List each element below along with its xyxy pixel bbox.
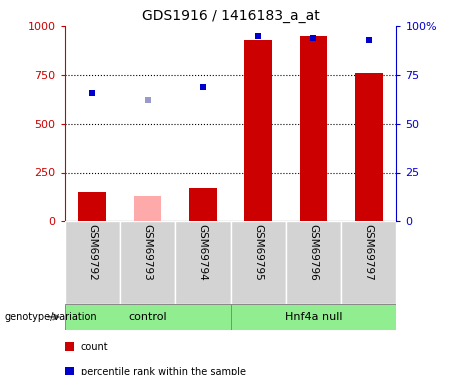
Point xyxy=(89,90,96,96)
Bar xyxy=(189,188,217,221)
Text: count: count xyxy=(81,342,108,351)
Point xyxy=(310,35,317,41)
Bar xyxy=(244,40,272,221)
Text: GSM69796: GSM69796 xyxy=(308,224,319,280)
Bar xyxy=(175,221,230,304)
Bar xyxy=(78,192,106,221)
Bar xyxy=(65,304,230,330)
Point xyxy=(199,84,207,90)
Bar xyxy=(286,221,341,304)
Bar xyxy=(355,73,383,221)
Point xyxy=(365,37,372,43)
Bar xyxy=(341,221,396,304)
Text: GSM69792: GSM69792 xyxy=(87,224,97,280)
Text: GSM69797: GSM69797 xyxy=(364,224,374,280)
Bar xyxy=(120,221,175,304)
Point xyxy=(144,98,151,104)
Point xyxy=(254,33,262,39)
Text: GSM69793: GSM69793 xyxy=(142,224,153,280)
Text: GDS1916 / 1416183_a_at: GDS1916 / 1416183_a_at xyxy=(142,9,319,23)
Bar xyxy=(230,304,396,330)
Text: GSM69794: GSM69794 xyxy=(198,224,208,280)
Text: Hnf4a null: Hnf4a null xyxy=(285,312,342,322)
Text: genotype/variation: genotype/variation xyxy=(5,312,97,322)
Text: percentile rank within the sample: percentile rank within the sample xyxy=(81,367,246,375)
Text: GSM69795: GSM69795 xyxy=(253,224,263,280)
Bar xyxy=(300,36,327,221)
Text: control: control xyxy=(128,312,167,322)
Bar xyxy=(134,196,161,221)
Bar xyxy=(230,221,286,304)
Bar xyxy=(65,221,120,304)
